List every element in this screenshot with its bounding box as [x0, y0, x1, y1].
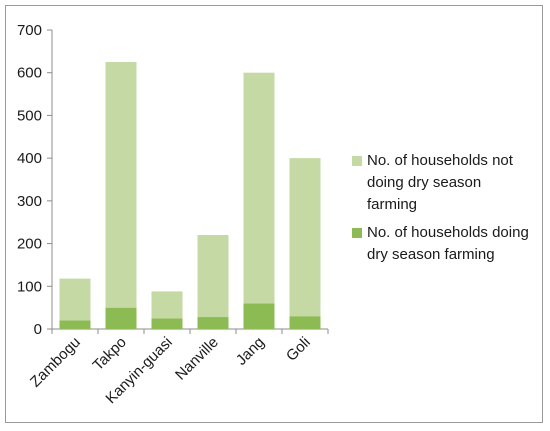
x-tick-label: Takpo — [90, 334, 130, 374]
bar-doing — [105, 307, 137, 329]
bar-doing — [151, 318, 183, 329]
y-tick-label: 200 — [17, 236, 42, 253]
y-tick-label: 400 — [17, 150, 42, 167]
bar-not-doing — [289, 158, 321, 317]
legend-item-doing: No. of households doing dry season farmi… — [352, 222, 532, 266]
bar-not-doing — [151, 291, 183, 319]
y-tick-label: 600 — [17, 65, 42, 82]
x-tick-label: Nanville — [172, 334, 222, 384]
y-tick-label: 500 — [17, 107, 42, 124]
bar-doing — [197, 317, 229, 329]
y-tick-label: 0 — [34, 321, 42, 338]
legend: No. of households not doing dry season f… — [352, 150, 532, 272]
bar-doing — [243, 303, 275, 329]
legend-swatch-doing — [352, 228, 362, 238]
y-tick-label: 100 — [17, 278, 42, 295]
bar-not-doing — [243, 72, 275, 304]
bar-not-doing — [197, 235, 229, 318]
bar-doing — [59, 320, 91, 329]
bar-not-doing — [59, 278, 91, 321]
x-tick-label: Jang — [233, 334, 268, 369]
y-tick-label: 700 — [17, 22, 42, 39]
y-tick-label: 300 — [17, 193, 42, 210]
legend-label-not-doing: No. of households not doing dry season f… — [367, 152, 513, 213]
legend-label-doing: No. of households doing dry season farmi… — [367, 224, 529, 263]
bar-doing — [289, 316, 321, 329]
bar-not-doing — [105, 62, 137, 308]
x-tick-label: Zambogu — [27, 334, 84, 391]
legend-swatch-not-doing — [352, 156, 362, 166]
legend-item-not-doing: No. of households not doing dry season f… — [352, 150, 532, 216]
x-tick-label: Goli — [283, 334, 314, 365]
